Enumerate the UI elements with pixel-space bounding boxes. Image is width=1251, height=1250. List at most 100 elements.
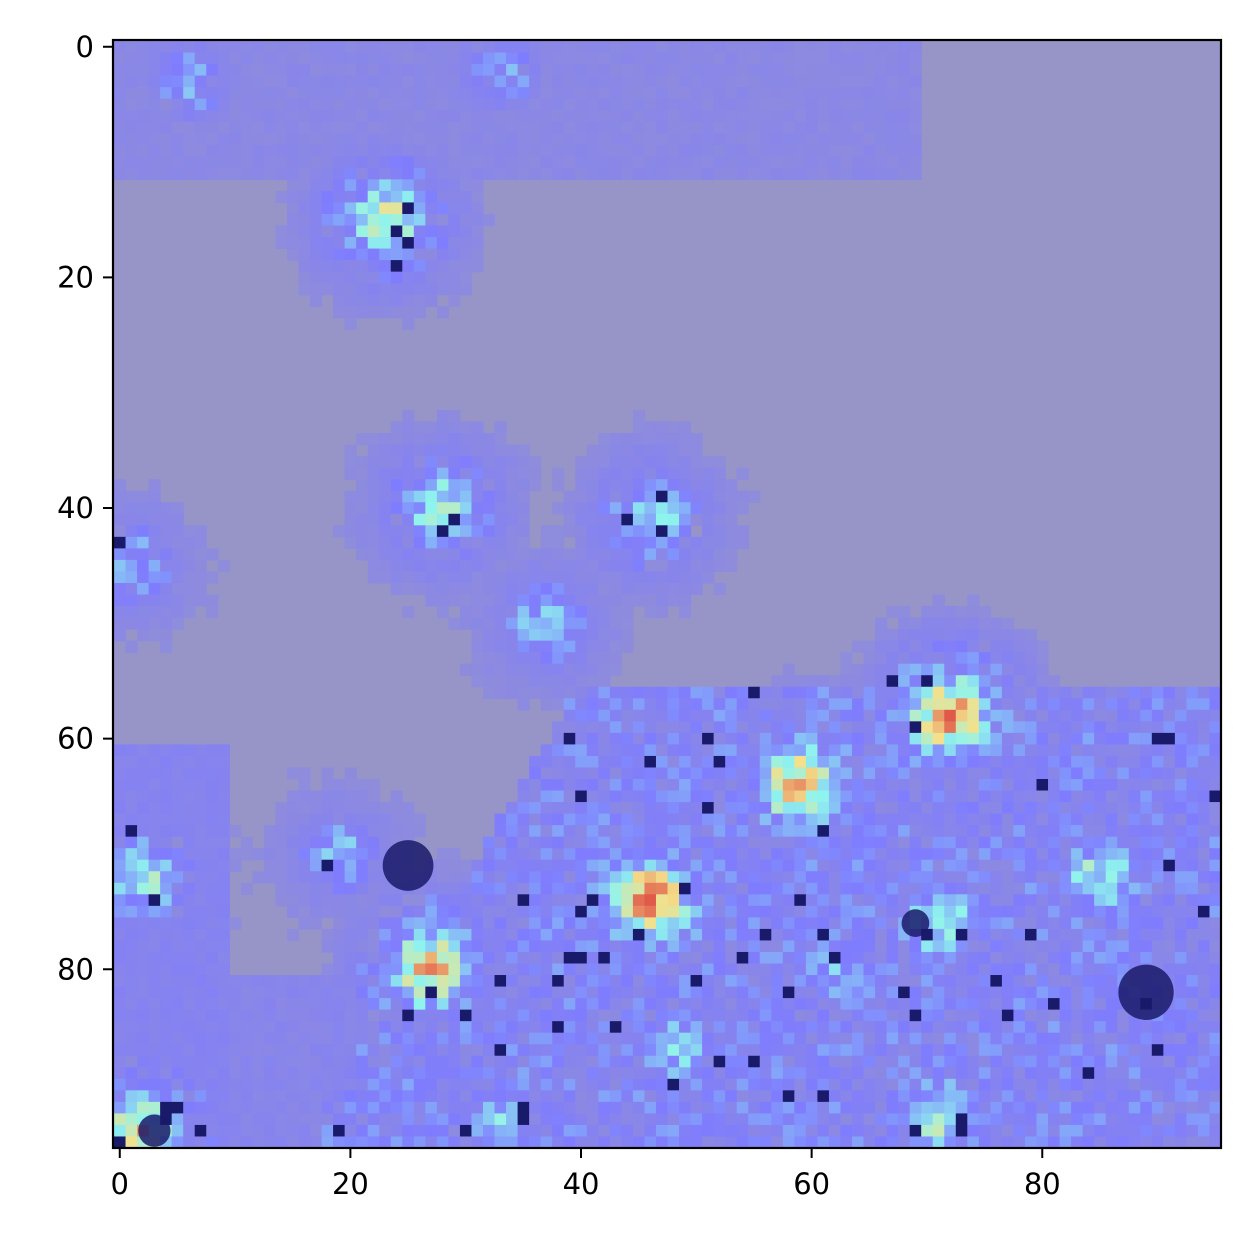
- heatmap-cell: [275, 41, 288, 54]
- heatmap-cell: [644, 709, 657, 722]
- heatmap-cell: [1128, 1044, 1141, 1057]
- heatmap-cell: [459, 87, 473, 100]
- heatmap-cell: [990, 836, 1003, 849]
- heatmap-cell: [333, 213, 346, 227]
- heatmap-cell: [206, 951, 219, 965]
- heatmap-cell: [217, 1055, 230, 1068]
- heatmap-cell: [1140, 928, 1153, 942]
- heatmap-cell: [321, 133, 334, 146]
- heatmap-cell: [805, 802, 819, 815]
- heatmap-cell: [494, 1090, 507, 1103]
- heatmap-cell: [702, 951, 715, 965]
- heatmap-cell: [114, 905, 127, 918]
- heatmap-cell: [379, 1067, 392, 1080]
- heatmap-cell: [817, 75, 830, 88]
- heatmap-cell: [148, 998, 161, 1011]
- heatmap-cell: [575, 652, 588, 665]
- heatmap-cell: [655, 513, 669, 526]
- heatmap-cell: [286, 1021, 300, 1034]
- heatmap-cell: [1105, 1044, 1118, 1057]
- heatmap-cell: [667, 133, 680, 146]
- heatmap-cell: [1209, 963, 1222, 976]
- heatmap-cell: [1151, 882, 1164, 895]
- heatmap-cell: [1013, 1067, 1026, 1080]
- heatmap-cell: [310, 802, 323, 815]
- heatmap-cell: [436, 998, 450, 1011]
- heatmap-cell: [160, 836, 173, 849]
- heatmap-cell: [171, 41, 184, 54]
- heatmap-cell: [1174, 721, 1188, 734]
- heatmap-cell: [1197, 986, 1211, 999]
- heatmap-cell: [333, 1113, 346, 1126]
- heatmap-cell: [425, 41, 438, 54]
- heatmap-cell: [978, 951, 991, 965]
- heatmap-cell: [517, 75, 530, 88]
- heatmap-cell: [586, 559, 599, 573]
- heatmap-cell: [552, 652, 565, 665]
- heatmap-cell: [644, 963, 657, 976]
- heatmap-cell: [598, 536, 611, 549]
- heatmap-cell: [183, 594, 196, 607]
- heatmap-cell: [171, 502, 184, 515]
- heatmap-cell: [402, 110, 415, 123]
- heatmap-cell: [275, 848, 288, 861]
- heatmap-cell: [713, 1055, 726, 1068]
- heatmap-cell: [759, 698, 772, 711]
- heatmap-cell: [1036, 825, 1049, 838]
- heatmap-cell: [921, 940, 934, 953]
- heatmap-cell: [1036, 928, 1049, 942]
- heatmap-cell: [529, 571, 542, 584]
- heatmap-cell: [344, 490, 357, 503]
- heatmap-cell: [909, 698, 922, 711]
- heatmap-cell: [909, 133, 922, 146]
- heatmap-cell: [575, 675, 588, 688]
- heatmap-cell: [1209, 859, 1222, 872]
- heatmap-cell: [1071, 755, 1084, 769]
- heatmap-cell: [679, 433, 692, 446]
- heatmap-cell: [667, 1067, 680, 1080]
- heatmap-cell: [621, 156, 634, 169]
- heatmap-cell: [955, 652, 968, 665]
- heatmap-cell: [1082, 744, 1095, 757]
- heatmap-cell: [540, 1078, 553, 1091]
- heatmap-cell: [898, 975, 911, 988]
- heatmap-cell: [679, 444, 692, 457]
- heatmap-cell: [263, 859, 277, 872]
- heatmap-cell: [1082, 1090, 1095, 1103]
- heatmap-cell: [114, 998, 127, 1011]
- heatmap-cell: [529, 894, 542, 907]
- heatmap-cell: [655, 836, 669, 849]
- heatmap-cell: [413, 502, 426, 515]
- heatmap-cell: [356, 237, 369, 250]
- heatmap-cell: [621, 490, 634, 503]
- heatmap-cell: [955, 998, 968, 1011]
- heatmap-cell: [471, 582, 484, 596]
- heatmap-cell: [529, 133, 542, 146]
- heatmap-cell: [310, 790, 323, 803]
- heatmap-cell: [206, 767, 219, 780]
- heatmap-cell: [609, 617, 622, 630]
- heatmap-cell: [310, 133, 323, 146]
- heatmap-cell: [1071, 686, 1084, 699]
- heatmap-cell: [725, 490, 738, 503]
- heatmap-cell: [333, 1067, 346, 1080]
- heatmap-cell: [713, 928, 726, 942]
- heatmap-cell: [483, 536, 496, 549]
- heatmap-cell: [1174, 755, 1188, 769]
- heatmap-cell: [805, 167, 819, 180]
- heatmap-cell: [817, 1067, 830, 1080]
- heatmap-cell: [921, 1078, 934, 1091]
- heatmap-cell: [702, 1090, 715, 1103]
- heatmap-cell: [690, 940, 703, 953]
- heatmap-cell: [540, 905, 553, 918]
- heatmap-cell: [817, 1055, 830, 1068]
- heatmap-cell: [367, 248, 380, 261]
- heatmap-cell: [114, 975, 127, 988]
- heatmap-cell: [944, 686, 957, 699]
- heatmap-cell: [1140, 732, 1153, 746]
- heatmap-cell: [413, 479, 426, 492]
- heatmap-cell: [494, 456, 507, 469]
- heatmap-cell: [679, 928, 692, 942]
- heatmap-cell: [425, 144, 438, 157]
- heatmap-cell: [160, 963, 173, 976]
